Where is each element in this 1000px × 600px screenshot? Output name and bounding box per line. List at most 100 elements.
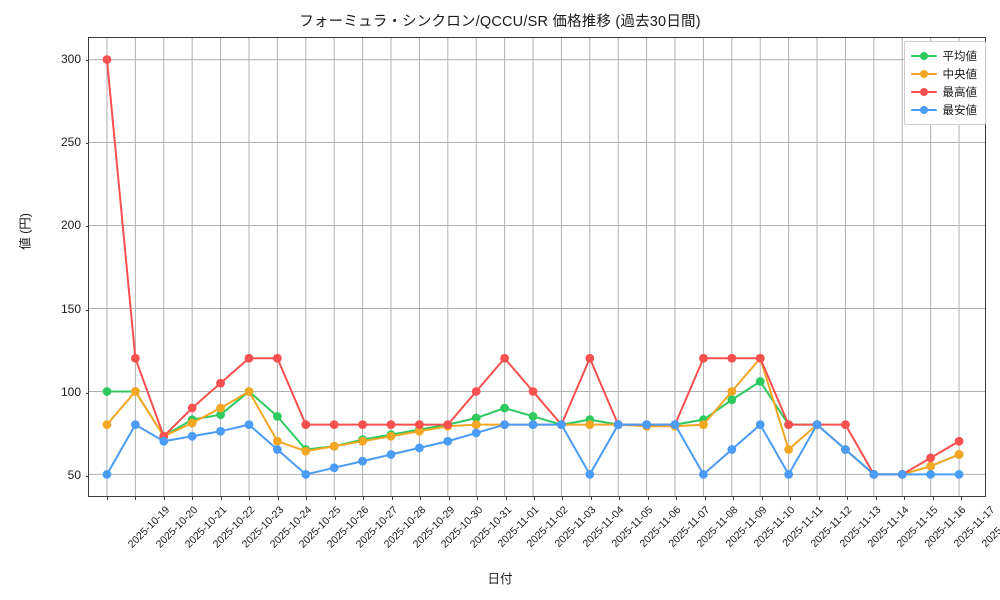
x-tick-mark [704,496,706,500]
data-point [244,353,254,363]
data-point [699,470,708,479]
x-tick-mark [363,496,365,500]
x-tick-mark [391,496,393,500]
x-tick-mark [733,496,735,500]
series-line [105,423,961,476]
data-point [727,395,737,405]
y-tick-mark [85,476,89,478]
data-point [159,436,169,446]
data-point [272,353,282,363]
data-point [216,378,225,388]
data-point [471,428,481,438]
data-point [415,443,424,453]
data-point [329,463,339,473]
data-point [585,353,595,363]
legend-item[interactable]: 平均値 [910,47,977,65]
y-tick-label: 150 [60,301,81,316]
data-point [585,470,595,479]
page-title: フォーミュラ・シンクロン/QCCU/SR 価格推移 (過去30日間) [299,14,701,30]
x-tick-mark [676,496,678,500]
data-point [557,420,566,430]
data-point [102,55,112,64]
y-tick-label: 200 [60,218,81,233]
data-point [500,403,509,413]
data-point [244,387,254,396]
data-point [727,445,737,454]
x-tick-mark [306,496,308,500]
x-tick-mark [619,496,621,500]
data-point [585,420,595,430]
data-point [755,420,765,430]
x-axis-label: 日付 [487,572,513,586]
x-tick-mark [961,496,962,500]
legend-label: 最安値 [942,105,978,117]
data-point [784,445,794,454]
x-tick-mark [477,496,479,500]
data-point [102,470,112,479]
data-point [755,353,765,363]
x-tick-mark [249,496,251,500]
data-point [216,403,225,413]
x-tick-mark [904,496,906,500]
data-point [329,441,339,451]
data-point [784,420,794,430]
data-point [699,353,708,363]
data-point [471,413,481,423]
grid-layer [89,38,985,496]
data-point [358,456,367,466]
data-point [500,420,509,430]
data-point [102,420,112,430]
legend-item[interactable]: 中央値 [910,65,977,83]
legend-swatch-icon [910,68,937,80]
data-point [528,387,538,396]
x-tick-mark [420,496,422,500]
data-point [784,470,794,479]
y-tick-mark [85,59,89,61]
legend-item[interactable]: 最安値 [910,101,978,119]
x-tick-mark [818,496,820,500]
data-point [244,420,254,430]
y-tick-label: 50 [67,468,81,483]
data-point [130,353,140,363]
data-point [301,470,311,479]
data-point [954,436,964,446]
data-point [670,420,680,430]
x-tick-mark [163,496,165,500]
series-layer [102,55,964,479]
x-tick-mark [334,496,336,500]
data-point [415,420,424,430]
data-point [642,420,652,430]
data-point [727,387,737,396]
data-point [301,420,311,430]
data-point [386,431,396,441]
x-tick-mark [932,496,934,500]
data-point [216,426,225,436]
y-tick-label: 250 [60,135,81,149]
y-tick-mark [85,309,89,311]
data-point [272,411,282,421]
legend-swatch-icon [910,86,937,98]
legend-item[interactable]: 最高値 [910,83,977,101]
data-point [386,420,396,430]
legend-swatch-icon [910,50,937,62]
data-point [358,420,367,430]
data-point [699,420,708,430]
data-point [443,420,453,430]
data-point [130,387,140,396]
data-point [954,450,964,459]
y-tick-label: 100 [60,385,81,399]
data-point [187,418,197,428]
x-tick-mark [790,496,792,500]
x-tick-mark [220,496,222,500]
data-point [500,353,509,363]
data-point [216,410,225,420]
y-tick-mark [85,226,89,228]
data-point [358,436,367,446]
x-tick-mark [534,496,535,500]
data-point [841,445,850,454]
x-tick-mark [192,496,194,500]
y-axis-label: 値 (円) [18,213,33,250]
data-point [272,445,282,454]
data-point [926,453,936,463]
